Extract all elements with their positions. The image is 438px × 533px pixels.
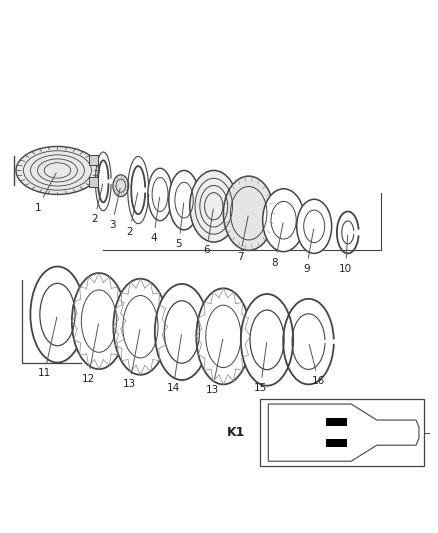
Ellipse shape	[155, 284, 209, 380]
Ellipse shape	[263, 189, 304, 252]
Text: 7: 7	[237, 216, 248, 262]
Text: 3: 3	[109, 189, 120, 230]
Text: 11: 11	[38, 317, 57, 378]
Text: 15: 15	[254, 343, 267, 393]
Text: 12: 12	[81, 324, 99, 384]
Ellipse shape	[223, 176, 274, 251]
Text: 13: 13	[123, 329, 140, 390]
Text: K1: K1	[227, 426, 246, 439]
Ellipse shape	[190, 171, 238, 242]
Ellipse shape	[72, 273, 126, 369]
Ellipse shape	[297, 199, 332, 253]
Text: 10: 10	[339, 235, 352, 273]
Ellipse shape	[241, 294, 293, 386]
Text: 6: 6	[204, 209, 213, 255]
Text: 14: 14	[166, 335, 181, 393]
Text: 13: 13	[206, 339, 223, 394]
Ellipse shape	[196, 288, 251, 384]
Polygon shape	[325, 440, 346, 447]
Text: 2: 2	[91, 184, 102, 224]
Text: 16: 16	[309, 344, 325, 386]
Ellipse shape	[113, 279, 167, 375]
Ellipse shape	[169, 171, 199, 230]
Polygon shape	[268, 404, 419, 461]
Text: 5: 5	[176, 203, 184, 249]
Ellipse shape	[113, 175, 129, 197]
Ellipse shape	[30, 266, 85, 362]
Text: 4: 4	[150, 197, 159, 243]
Ellipse shape	[16, 147, 99, 195]
Ellipse shape	[148, 168, 172, 221]
FancyBboxPatch shape	[88, 177, 98, 187]
Text: 9: 9	[303, 229, 314, 273]
Text: 2: 2	[126, 193, 138, 237]
Text: 8: 8	[272, 223, 283, 268]
FancyBboxPatch shape	[261, 399, 424, 466]
Text: 1: 1	[35, 173, 56, 213]
FancyBboxPatch shape	[88, 155, 98, 165]
Polygon shape	[325, 418, 346, 426]
